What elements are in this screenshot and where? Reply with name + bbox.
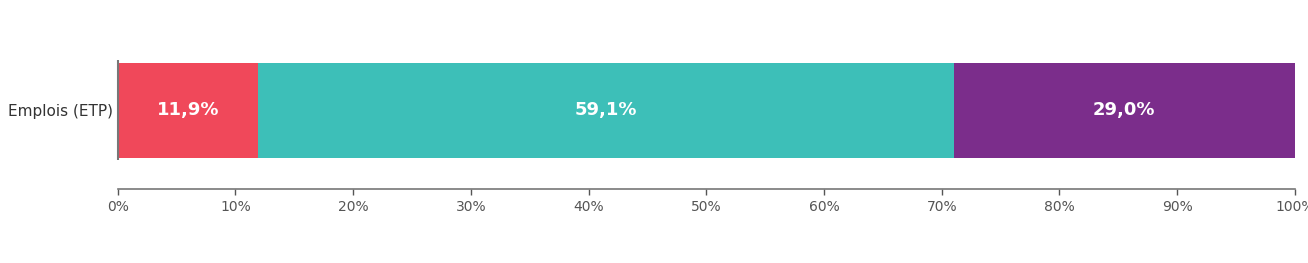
Bar: [258, 63, 954, 158]
Bar: [118, 63, 258, 158]
Text: 11,9%: 11,9%: [157, 102, 218, 119]
Text: 59,1%: 59,1%: [574, 102, 637, 119]
Text: 29,0%: 29,0%: [1093, 102, 1155, 119]
Bar: [954, 63, 1295, 158]
